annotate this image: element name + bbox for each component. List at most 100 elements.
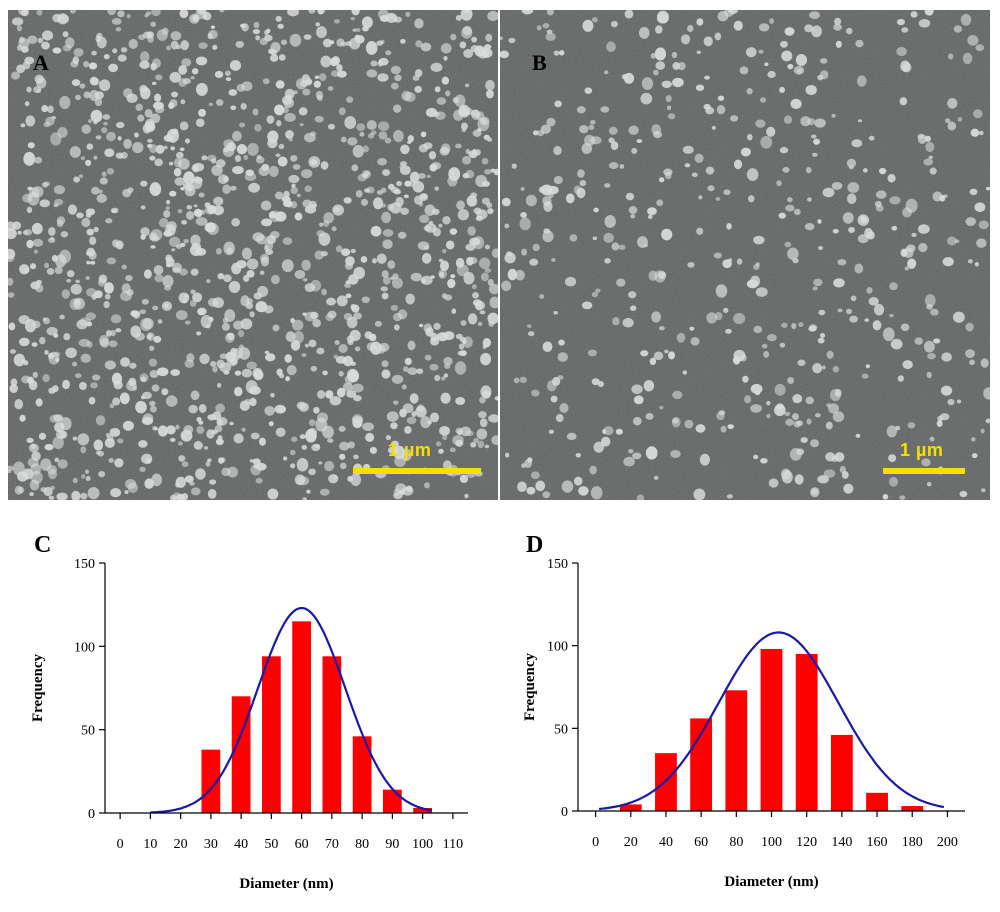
nanoparticle [185, 210, 195, 220]
nanoparticle [236, 144, 248, 155]
nanoparticle [73, 176, 80, 183]
nanoparticle [117, 438, 124, 444]
nanoparticle [672, 77, 684, 88]
nanoparticle [761, 343, 768, 349]
nanoparticle [156, 367, 169, 377]
nanoparticle [154, 105, 165, 114]
nanoparticle [285, 376, 290, 382]
nanoparticle [61, 289, 70, 299]
nanoparticle [795, 53, 808, 67]
nanoparticle [90, 77, 100, 86]
nanoparticle [387, 260, 396, 269]
nanoparticle [297, 476, 310, 486]
nanoparticle [717, 11, 729, 22]
nanoparticle [517, 481, 527, 493]
nanoparticle [689, 326, 695, 331]
nanoparticle [491, 435, 498, 446]
nanoparticle [661, 228, 673, 241]
nanoparticle [471, 284, 477, 290]
nanoparticle [212, 44, 218, 50]
nanoparticle [282, 456, 288, 461]
nanoparticle [89, 236, 97, 245]
nanoparticle [918, 242, 928, 253]
nanoparticle [460, 10, 473, 21]
nanoparticle [410, 272, 422, 282]
nanoparticle [821, 365, 826, 370]
nanoparticle [40, 458, 52, 471]
nanoparticle [240, 23, 246, 28]
nanoparticle [220, 457, 226, 463]
nanoparticle [222, 317, 229, 324]
nanoparticle [8, 292, 15, 298]
nanoparticle [277, 406, 286, 413]
nanoparticle [161, 301, 173, 311]
nanoparticle [896, 18, 905, 26]
nanoparticle [940, 385, 953, 396]
nanoparticle [428, 150, 437, 160]
nanoparticle [95, 415, 106, 426]
nanoparticle [873, 303, 885, 316]
nanoparticle [85, 312, 97, 321]
nanoparticle [338, 425, 346, 432]
nanoparticle [104, 148, 115, 158]
nanoparticle [406, 416, 417, 425]
nanoparticle [107, 10, 116, 16]
nanoparticle [278, 143, 285, 150]
nanoparticle [476, 428, 488, 440]
nanoparticle [19, 414, 26, 422]
nanoparticle [665, 94, 672, 103]
nanoparticle [59, 95, 71, 110]
y-tick-label: 150 [74, 557, 95, 572]
nanoparticle [427, 420, 432, 425]
nanoparticle [109, 403, 115, 409]
nanoparticle [985, 418, 990, 424]
nanoparticle [80, 446, 87, 454]
y-tick-label: 100 [547, 640, 568, 655]
nanoparticle [401, 448, 412, 462]
nanoparticle [126, 289, 134, 296]
nanoparticle [169, 190, 177, 197]
nanoparticle [157, 319, 163, 324]
nanoparticle [716, 411, 725, 421]
nanoparticle [978, 220, 989, 230]
nanoparticle [817, 337, 825, 344]
nanoparticle [120, 47, 128, 53]
nanoparticle [345, 293, 352, 299]
nanoparticle [455, 439, 464, 447]
nanoparticle [54, 266, 63, 275]
nanoparticle [658, 326, 665, 331]
nanoparticle [834, 452, 845, 462]
nanoparticle [600, 106, 610, 113]
nanoparticle [409, 393, 419, 404]
nanoparticle [210, 360, 217, 367]
nanoparticle [382, 239, 393, 250]
nanoparticle [250, 464, 262, 476]
nanoparticle [231, 218, 241, 227]
nanoparticle [304, 283, 316, 293]
nanoparticle [632, 416, 642, 426]
nanoparticle [359, 131, 365, 137]
nanoparticle [405, 293, 415, 305]
nanoparticle [430, 161, 442, 170]
nanoparticle [861, 373, 869, 379]
nanoparticle [889, 196, 901, 205]
nanoparticle [766, 400, 771, 406]
nanoparticle [631, 147, 638, 154]
nanoparticle [822, 187, 835, 198]
nanoparticle [309, 419, 316, 427]
nanoparticle [56, 216, 66, 225]
nanoparticle [553, 50, 560, 56]
nanoparticle [308, 468, 316, 476]
nanoparticle [73, 47, 84, 57]
nanoparticle [653, 475, 659, 480]
nanoparticle [190, 487, 201, 496]
nanoparticle [289, 449, 296, 456]
nanoparticle [785, 204, 795, 212]
nanoparticle [520, 186, 525, 191]
nanoparticle [793, 65, 805, 75]
histogram-bar [830, 734, 853, 811]
nanoparticle [72, 477, 78, 484]
nanoparticle [280, 39, 288, 45]
nanoparticle [443, 373, 449, 378]
nanoparticle [356, 123, 366, 131]
